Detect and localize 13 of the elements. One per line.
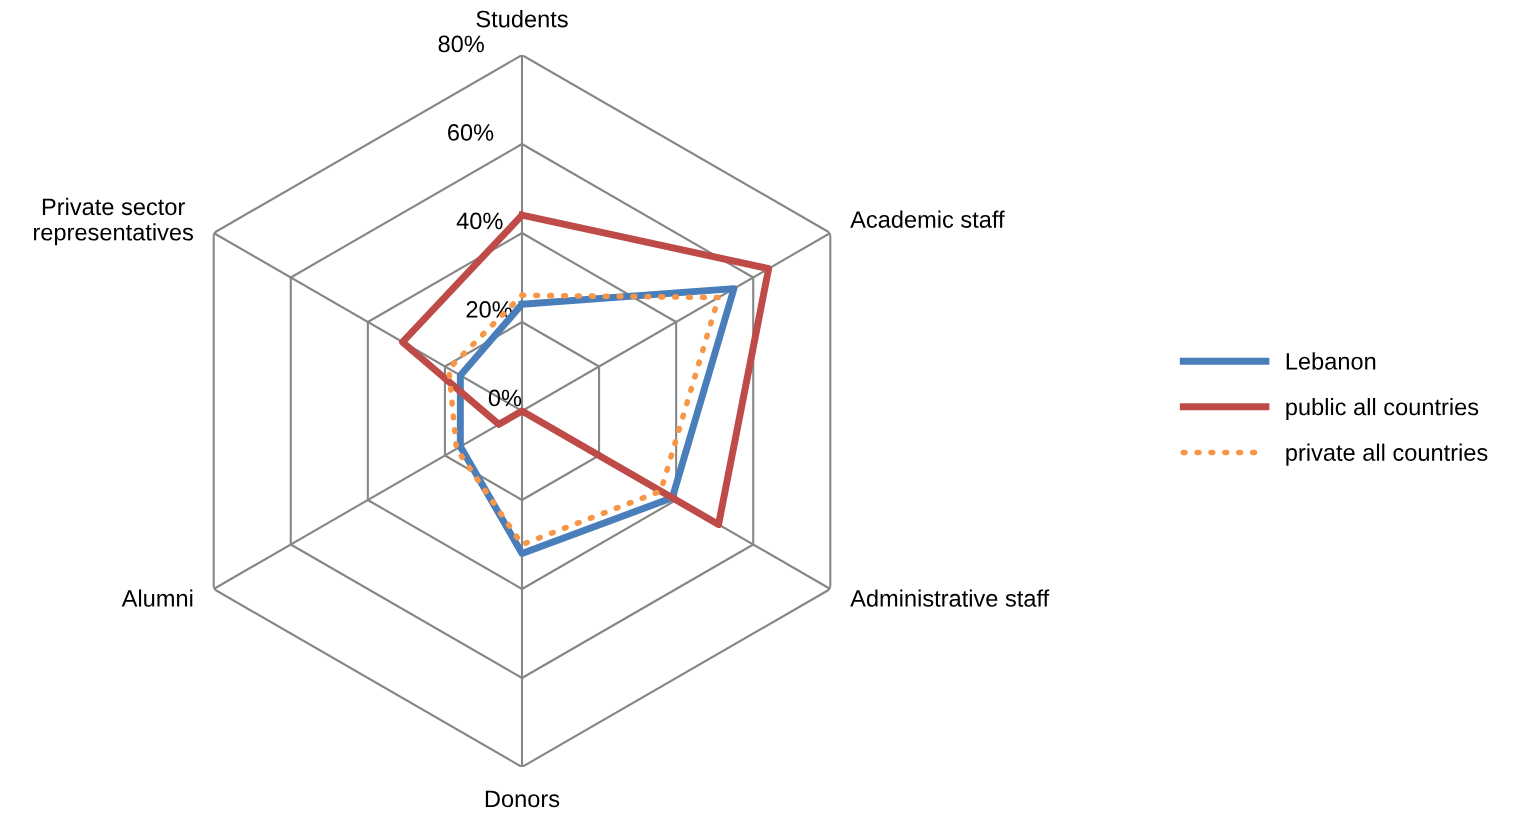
spoke-label: Private sector representatives — [34, 197, 194, 246]
spoke-label: Administrative staff — [850, 589, 1050, 607]
y-tick-label: 80% — [438, 35, 484, 53]
y-tick-label: 40% — [456, 212, 503, 230]
spoke-label: Alumni — [121, 589, 193, 607]
y-tick-label: 0% — [488, 389, 522, 407]
spoke-label: Students — [476, 10, 568, 28]
legend-label: public all countries — [1286, 397, 1479, 420]
spoke-label: Academic staff — [850, 210, 1005, 228]
y-tick-label: 60% — [448, 124, 494, 141]
legend-label: private all countries — [1286, 443, 1488, 466]
spoke-label: Donors — [485, 790, 560, 808]
legend-label: Lebanon — [1286, 352, 1376, 370]
